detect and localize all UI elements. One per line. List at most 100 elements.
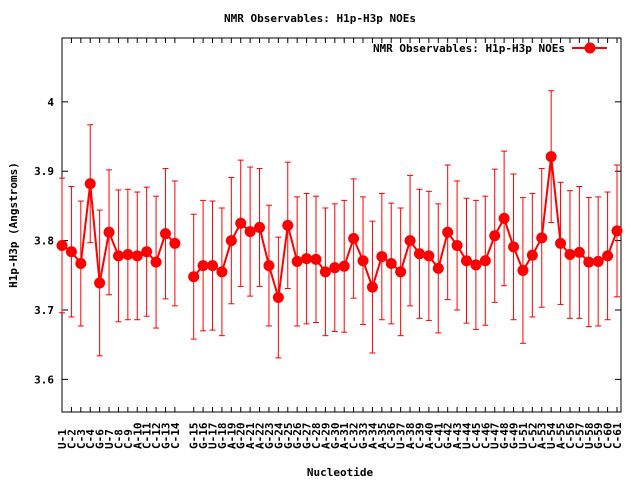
data-point bbox=[244, 226, 256, 238]
legend-marker bbox=[584, 42, 596, 54]
x-tick-label: A-43 bbox=[451, 423, 464, 450]
x-tick-label: C-4 bbox=[84, 429, 97, 449]
x-axis-label: Nucleotide bbox=[307, 466, 374, 479]
data-point bbox=[159, 228, 171, 240]
x-tick-label: A-22 bbox=[254, 423, 267, 450]
x-tick-label: A-10 bbox=[131, 423, 144, 450]
x-tick-label: C-3 bbox=[75, 429, 88, 449]
chart-title: NMR Observables: H1p-H3p NOEs bbox=[224, 12, 416, 25]
x-tick-label: G-15 bbox=[188, 423, 201, 450]
x-tick-label: U-51 bbox=[517, 422, 530, 449]
x-tick-label: G-42 bbox=[442, 423, 455, 450]
x-tick-label: C-57 bbox=[573, 423, 586, 450]
data-series bbox=[56, 151, 623, 304]
x-tick-label: U-44 bbox=[460, 422, 473, 449]
data-point bbox=[197, 260, 209, 272]
data-point bbox=[122, 248, 134, 260]
y-axis-label: H1p-H3p (Angstroms) bbox=[7, 162, 20, 288]
x-tick-label: C-14 bbox=[169, 422, 182, 449]
data-point bbox=[413, 248, 425, 260]
x-tick-label: A-38 bbox=[404, 423, 417, 450]
data-point bbox=[555, 237, 567, 249]
x-tick-label: A-55 bbox=[555, 423, 568, 450]
x-tick-label: C-36 bbox=[385, 422, 398, 449]
x-tick-label: G-18 bbox=[216, 423, 229, 450]
x-tick-label: A-31 bbox=[338, 422, 351, 449]
data-point bbox=[404, 235, 416, 247]
data-point bbox=[526, 249, 538, 261]
data-point bbox=[602, 250, 614, 262]
data-point bbox=[460, 255, 472, 267]
x-tick-label: C-61 bbox=[611, 422, 624, 449]
data-point bbox=[423, 250, 435, 262]
y-tick-label: 3.8 bbox=[34, 235, 54, 248]
x-tick-label: G-27 bbox=[301, 423, 314, 450]
data-point bbox=[319, 266, 331, 278]
data-point bbox=[385, 258, 397, 270]
x-tick-label: G-16 bbox=[197, 422, 210, 449]
x-tick-label: A-21 bbox=[244, 422, 257, 449]
y-tick-label: 3.6 bbox=[34, 373, 54, 386]
x-tick-label: C-32 bbox=[348, 423, 361, 450]
data-point bbox=[131, 250, 143, 262]
x-tick-label: C-8 bbox=[112, 429, 125, 449]
data-point bbox=[225, 235, 237, 247]
x-tick-label: A-29 bbox=[319, 423, 332, 450]
x-tick-label: G-13 bbox=[159, 423, 172, 450]
x-tick-label: A-19 bbox=[225, 423, 238, 450]
x-tick-label: G-23 bbox=[263, 423, 276, 450]
x-tick-label: G-33 bbox=[357, 423, 370, 450]
y-tick-label: 3.7 bbox=[34, 304, 54, 317]
x-tick-label: U-7 bbox=[103, 429, 116, 449]
x-tick-label: C-12 bbox=[150, 423, 163, 450]
data-point bbox=[517, 264, 529, 276]
data-point bbox=[348, 233, 360, 245]
series-line bbox=[192, 156, 618, 298]
data-point bbox=[564, 248, 576, 260]
data-point bbox=[65, 246, 77, 258]
data-point bbox=[272, 292, 284, 304]
x-tick-label: C-52 bbox=[526, 423, 539, 450]
data-point bbox=[508, 241, 520, 253]
data-point bbox=[150, 256, 162, 268]
data-point bbox=[94, 277, 106, 289]
x-tick-label: C-11 bbox=[141, 422, 154, 449]
y-tick-label: 3.9 bbox=[34, 165, 54, 178]
data-point bbox=[498, 212, 510, 224]
x-tick-label: U-37 bbox=[395, 423, 408, 450]
data-point bbox=[442, 226, 454, 238]
data-point bbox=[282, 219, 294, 231]
x-tick-label: C-9 bbox=[122, 429, 135, 449]
x-tick-label: U-1 bbox=[56, 429, 69, 449]
x-tick-label: G-6 bbox=[94, 429, 107, 449]
data-point bbox=[338, 260, 350, 272]
x-tick-label: U-58 bbox=[583, 423, 596, 450]
data-point bbox=[366, 281, 378, 293]
data-point bbox=[470, 259, 482, 271]
data-point bbox=[84, 178, 96, 190]
data-point bbox=[489, 230, 501, 242]
plot-frame bbox=[61, 37, 622, 413]
data-point bbox=[536, 232, 548, 244]
x-tick-label: U-17 bbox=[207, 423, 220, 450]
x-tick-label: G-24 bbox=[272, 422, 285, 449]
x-tick-label: G-20 bbox=[235, 423, 248, 450]
x-tick-label: C-60 bbox=[602, 423, 615, 450]
x-tick-label: U-47 bbox=[489, 423, 502, 450]
x-tick-label: A-35 bbox=[376, 423, 389, 450]
data-point bbox=[291, 255, 303, 267]
data-point bbox=[451, 239, 463, 251]
data-point bbox=[216, 266, 228, 278]
data-point bbox=[112, 250, 124, 262]
data-point bbox=[329, 262, 341, 274]
legend-label: NMR Observables: H1p-H3p NOEs bbox=[373, 42, 565, 55]
data-point bbox=[103, 226, 115, 238]
data-point bbox=[56, 239, 68, 251]
x-tick-label: G-59 bbox=[592, 423, 605, 450]
data-point bbox=[188, 271, 200, 283]
x-tick-label: A-53 bbox=[536, 423, 549, 450]
x-tick-label: G-30 bbox=[329, 423, 342, 450]
x-tick-label: U-54 bbox=[545, 422, 558, 449]
x-tick-label: C-41 bbox=[432, 422, 445, 449]
